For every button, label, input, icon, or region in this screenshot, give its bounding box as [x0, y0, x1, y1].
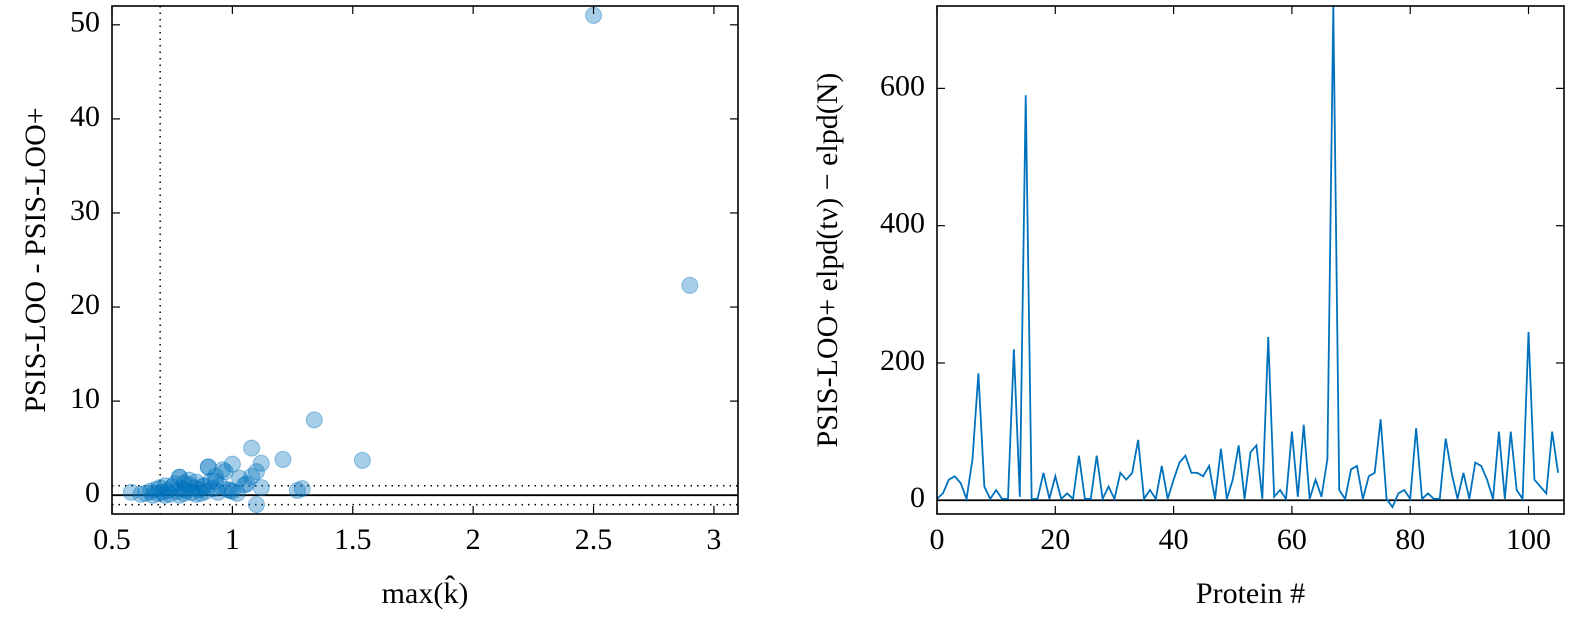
y-tick-label: 20 [70, 288, 100, 321]
x-tick-label: 3 [706, 523, 721, 556]
scatter-point [199, 458, 217, 476]
scatter-point [187, 473, 205, 491]
x-tick-label: 80 [1395, 523, 1425, 556]
scatter-point [161, 485, 179, 503]
scatter-point [293, 480, 311, 498]
scatter-point [173, 480, 191, 498]
scatter-point [190, 481, 208, 499]
x-tick-label: 0 [930, 523, 945, 556]
scatter-point [211, 477, 229, 495]
scatter-point [219, 481, 237, 499]
scatter-point [274, 450, 292, 468]
y-tick-label: 30 [70, 194, 100, 227]
scatter-point [132, 485, 150, 503]
scatter-point [247, 496, 265, 514]
scatter-point [252, 454, 270, 472]
scatter-point [235, 476, 253, 494]
x-tick-label: 1 [225, 523, 240, 556]
x-tick-label: 60 [1277, 523, 1307, 556]
x-axis-label: max(k̂) [382, 575, 469, 610]
x-tick-label: 100 [1506, 523, 1551, 556]
x-tick-label: 40 [1159, 523, 1189, 556]
scatter-point [228, 484, 246, 502]
scatter-point [197, 482, 215, 500]
scatter-point [156, 486, 174, 504]
scatter-point [163, 478, 181, 496]
scatter-point [187, 485, 205, 503]
data-line [937, 6, 1559, 509]
scatter-point [243, 439, 261, 457]
scatter-point [305, 411, 323, 429]
scatter-point [221, 481, 239, 499]
scatter-point [214, 461, 232, 479]
scatter-point [353, 451, 371, 469]
y-tick-label: 200 [880, 344, 925, 377]
scatter-point [144, 486, 162, 504]
scatter-point [170, 468, 188, 486]
plot-area [937, 6, 1564, 509]
scatter-point [207, 472, 225, 490]
x-tick-label: 20 [1040, 523, 1070, 556]
scatter-point [168, 482, 186, 500]
scatter-point [252, 479, 270, 497]
scatter-point [142, 482, 160, 500]
scatter-point [166, 475, 184, 493]
axes-frame [936, 5, 1565, 515]
scatter-point [170, 486, 188, 504]
x-tick-label: 2 [466, 523, 481, 556]
scatter-point [209, 483, 227, 501]
scatter-point [170, 468, 188, 486]
scatter-point [288, 481, 306, 499]
y-tick-label: 600 [880, 69, 925, 102]
scatter-point [178, 481, 196, 499]
scatter-point [223, 482, 241, 500]
scatter-point [247, 463, 265, 481]
scatter-point [216, 463, 234, 481]
x-tick-label: 2.5 [575, 523, 613, 556]
scatter-point [175, 474, 193, 492]
scatter-point [158, 481, 176, 499]
scatter-point [202, 472, 220, 490]
y-tick-label: 10 [70, 382, 100, 415]
x-tick-label: 0.5 [93, 523, 131, 556]
scatter-point [199, 458, 217, 476]
scatter-point [182, 483, 200, 501]
y-tick-label: 0 [85, 476, 100, 509]
scatter-point [194, 478, 212, 496]
scatter-point [154, 483, 172, 501]
x-tick-label: 1.5 [334, 523, 372, 556]
scatter-point [146, 481, 164, 499]
scatter-point [185, 479, 203, 497]
scatter-point [223, 455, 241, 473]
scatter-point [231, 469, 249, 487]
scatter-point [207, 467, 225, 485]
scatter-point [151, 479, 169, 497]
scatter-point [204, 480, 222, 498]
y-tick-label: 400 [880, 207, 925, 240]
x-axis-label: Protein # [1196, 577, 1305, 610]
y-tick-label: 0 [910, 481, 925, 514]
y-axis-label: PSIS-LOO - PSIS-LOO+ [19, 107, 52, 412]
scatter-point [137, 484, 155, 502]
subplot: 0 20 40 60 80 100 0 200 400 600 Protein # PSIS-LOO+… [811, 5, 1565, 610]
scatter-point [175, 484, 193, 502]
scatter-point [681, 276, 699, 294]
scatter-point [243, 467, 261, 485]
scatter-point [180, 476, 198, 494]
scatter-point [149, 484, 167, 502]
y-axis-label: PSIS-LOO+ elpd(tν) − elpd(N) [811, 73, 844, 448]
y-tick-label: 40 [70, 100, 100, 133]
scatter-point [192, 484, 210, 502]
plot-area [112, 6, 738, 514]
y-tick-label: 50 [70, 6, 100, 39]
scatter-point [238, 475, 256, 493]
axes-frame [111, 5, 739, 515]
scatter-point [180, 471, 198, 489]
scatter-point [156, 477, 174, 495]
scatter-point [194, 477, 212, 495]
scatter-point [122, 483, 140, 501]
